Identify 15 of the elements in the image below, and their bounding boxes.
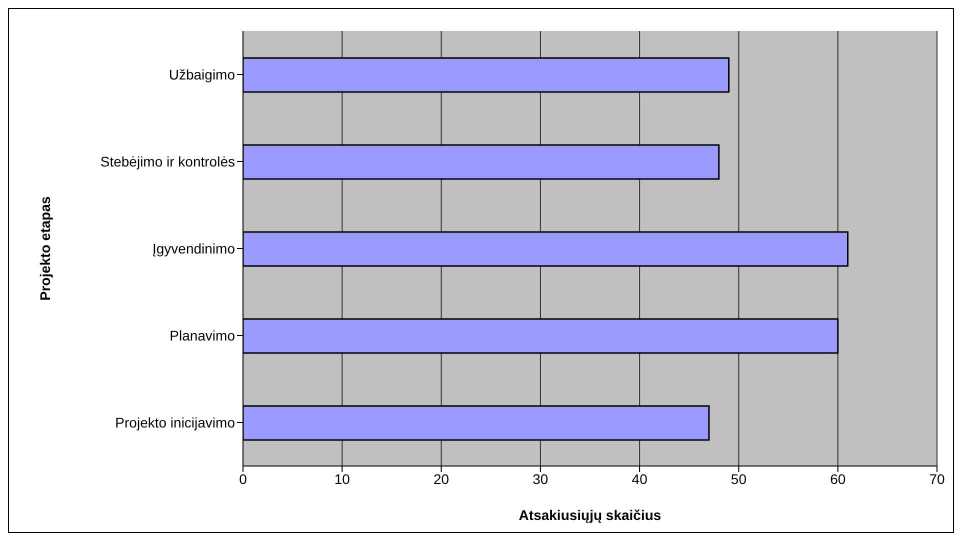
x-tick-label: 0 [239, 470, 248, 487]
x-tick-label: 20 [433, 470, 450, 487]
x-tick-label: 40 [632, 470, 648, 487]
x-axis-title: Atsakiusiųjų skaičius [518, 507, 662, 523]
x-tick-label: 50 [730, 470, 747, 487]
x-tick-label: 30 [532, 470, 548, 487]
x-tick-label: 70 [929, 470, 945, 487]
y-tick-label: Įgyvendinimo [152, 240, 236, 256]
x-tick-label: 60 [830, 470, 846, 487]
y-tick-label: Planavimo [170, 327, 236, 344]
y-tick-label: Projekto inicijavimo [115, 414, 236, 430]
y-tick-label: Stebėjimo ir kontrolės [100, 153, 235, 170]
x-tick-label: 10 [334, 470, 350, 487]
y-tick-label: Užbaigimo [168, 66, 236, 82]
y-axis-title: Projekto etapas [36, 196, 53, 301]
